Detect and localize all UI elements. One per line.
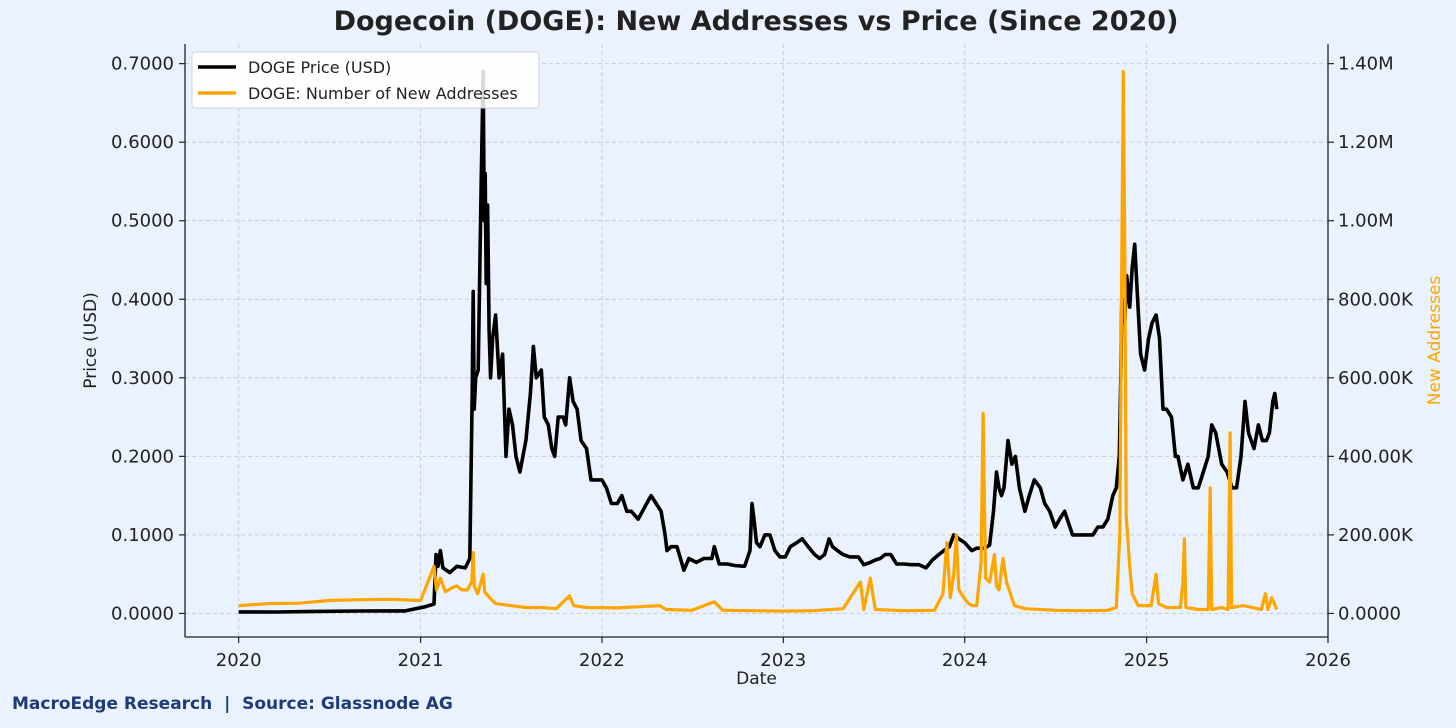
footer-source: Source: Glassnode AG xyxy=(242,694,453,714)
x-tick-label: 2021 xyxy=(398,650,444,671)
legend-label: DOGE: Number of New Addresses xyxy=(248,84,518,103)
y-right-tick-label: 400.00K xyxy=(1338,446,1414,467)
y-right-tick-label: 0.0000 xyxy=(1338,603,1401,624)
new-addresses-series-line xyxy=(238,69,1279,613)
y-left-tick-label: 0.0000 xyxy=(111,603,174,624)
y-right-tick-label: 1.20M xyxy=(1338,132,1394,153)
y-left-tick-label: 0.4000 xyxy=(111,289,174,310)
y-left-tick-label: 0.1000 xyxy=(111,525,174,546)
y-right-tick-label: 800.00K xyxy=(1338,289,1414,310)
y-right-tick-label: 200.00K xyxy=(1338,525,1414,546)
y-left-tick-label: 0.7000 xyxy=(111,54,174,75)
x-axis-label: Date xyxy=(736,669,777,689)
x-tick-label: 2026 xyxy=(1305,650,1351,671)
y-right-tick-label: 600.00K xyxy=(1338,368,1414,389)
price-series-line xyxy=(238,69,1279,614)
y-left-tick-label: 0.5000 xyxy=(111,211,174,232)
y-left-axis-label: Price (USD) xyxy=(81,292,101,388)
chart-title: Dogecoin (DOGE): New Addresses vs Price … xyxy=(333,6,1179,37)
x-tick-label: 2024 xyxy=(942,650,988,671)
legend-box xyxy=(191,51,540,109)
legend: DOGE Price (USD) DOGE: Number of New Addr… xyxy=(191,51,540,109)
footer-credit: MacroEdge Research | Source: Glassnode A… xyxy=(12,694,453,714)
x-tick-label: 2020 xyxy=(216,650,262,671)
y-left-tick-label: 0.2000 xyxy=(111,446,174,467)
y-right-tick-label: 1.00M xyxy=(1338,211,1394,232)
legend-label: DOGE Price (USD) xyxy=(248,58,391,77)
chart-plot-area: 2020 2021 2022 2023 2024 2025 2026 0.0000 0.1000… xyxy=(81,44,1445,689)
y-left-tick-label: 0.3000 xyxy=(111,368,174,389)
x-tick-label: 2022 xyxy=(579,650,625,671)
x-tick-label: 2025 xyxy=(1124,650,1170,671)
y-right-tick-label: 1.40M xyxy=(1338,54,1394,75)
y-right-axis-label: New Addresses xyxy=(1425,276,1445,406)
y-left-tick-label: 0.6000 xyxy=(111,132,174,153)
x-tick-label: 2023 xyxy=(760,650,806,671)
footer-brand: MacroEdge Research xyxy=(12,694,213,714)
footer-separator: | xyxy=(212,694,243,714)
